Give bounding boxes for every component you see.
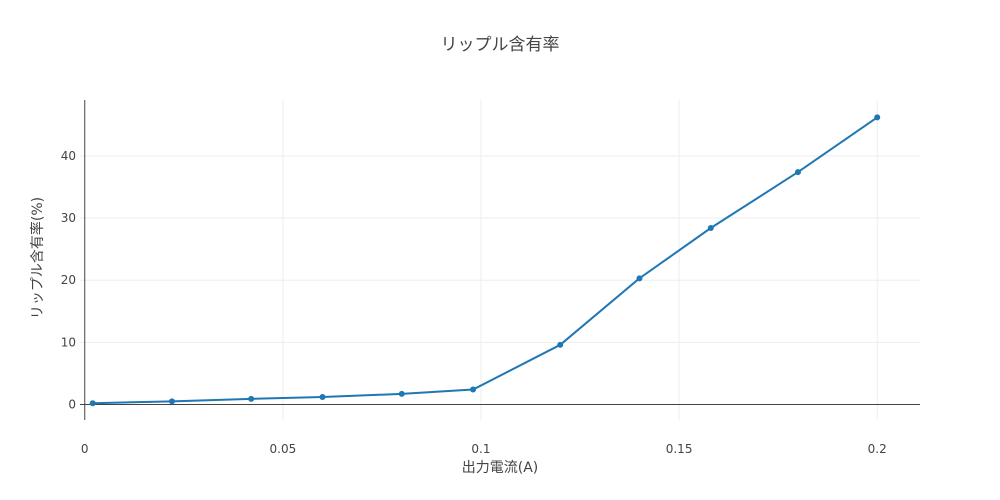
- data-point: [168, 398, 175, 405]
- data-point: [470, 386, 477, 393]
- tick-labels: 0 0.05 0.1 0.15 0.2 0 10 20 30 40: [61, 149, 887, 456]
- y-tick-label: 20: [61, 273, 76, 287]
- data-point: [398, 390, 405, 397]
- x-tick-label: 0.05: [270, 442, 297, 456]
- series-layer: [89, 114, 881, 407]
- y-tick-label: 40: [61, 149, 76, 163]
- y-tick-label: 30: [61, 211, 76, 225]
- y-axis-title: リップル含有率(%): [29, 197, 46, 319]
- x-tick-label: 0.2: [868, 442, 887, 456]
- data-point: [89, 400, 96, 407]
- data-point: [874, 114, 881, 121]
- data-point: [794, 169, 801, 176]
- axes: [80, 100, 920, 420]
- y-tick-label: 0: [68, 397, 76, 411]
- x-tick-label: 0.1: [471, 442, 490, 456]
- data-point: [636, 275, 643, 282]
- x-axis-title: 出力電流(A): [462, 460, 539, 476]
- chart-title: リップル含有率: [441, 35, 560, 55]
- x-tick-label: 0.15: [666, 442, 693, 456]
- data-point: [319, 394, 326, 401]
- x-tick-label: 0: [81, 442, 89, 456]
- data-point: [248, 395, 255, 402]
- data-point: [557, 341, 564, 348]
- grid: [80, 100, 920, 420]
- data-point: [707, 225, 714, 231]
- y-tick-label: 10: [61, 335, 76, 349]
